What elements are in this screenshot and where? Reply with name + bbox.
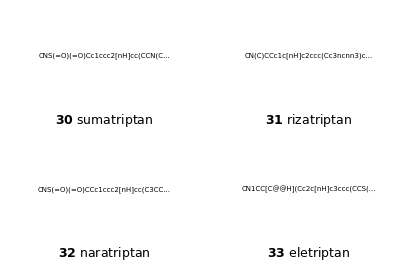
Text: CN1CC[C@@H](Cc2c[nH]c3ccc(CCS(...: CN1CC[C@@H](Cc2c[nH]c3ccc(CCS(... [242,186,376,193]
Text: CNS(=O)(=O)Cc1ccc2[nH]cc(CCN(C...: CNS(=O)(=O)Cc1ccc2[nH]cc(CCN(C... [38,53,170,59]
Text: $\bf{32}$ naratriptan: $\bf{32}$ naratriptan [58,246,151,262]
Text: $\bf{31}$ rizatriptan: $\bf{31}$ rizatriptan [265,112,352,129]
Text: CNS(=O)(=O)CCc1ccc2[nH]cc(C3CC...: CNS(=O)(=O)CCc1ccc2[nH]cc(C3CC... [38,186,171,193]
Text: $\bf{33}$ eletriptan: $\bf{33}$ eletriptan [267,246,350,262]
Text: $\bf{30}$ sumatriptan: $\bf{30}$ sumatriptan [55,112,154,129]
Text: CN(C)CCc1c[nH]c2ccc(Cc3ncnn3)c...: CN(C)CCc1c[nH]c2ccc(Cc3ncnn3)c... [244,53,373,59]
